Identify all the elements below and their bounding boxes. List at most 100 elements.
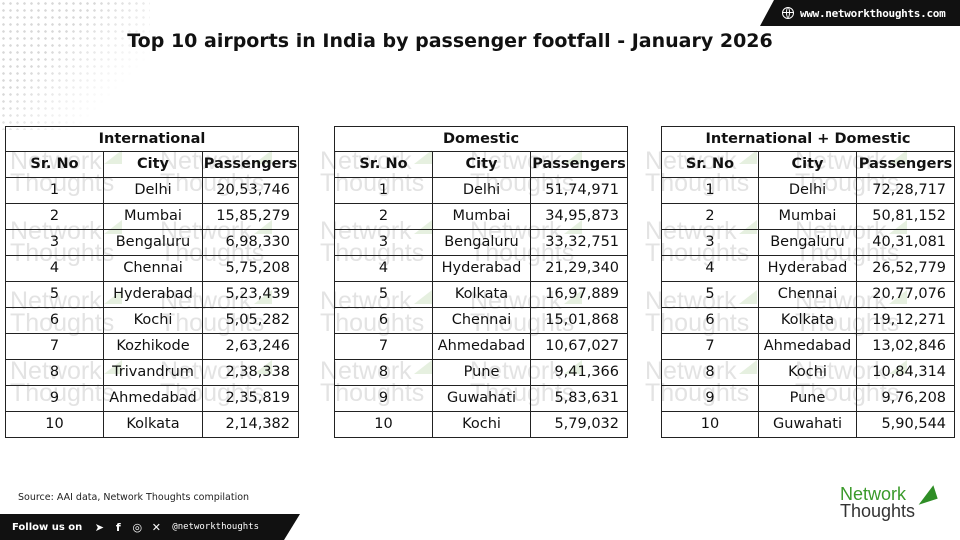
city-cell: Delhi — [758, 177, 857, 204]
rank-cell: 6 — [5, 307, 104, 334]
passengers-cell: 13,02,846 — [855, 333, 956, 360]
table-row: 1 Delhi 72,28,717 — [661, 177, 956, 204]
passengers-cell: 5,79,032 — [529, 411, 629, 438]
column-header-sr: Sr. No — [334, 151, 433, 178]
city-cell: Chennai — [103, 255, 203, 282]
table-row: 3 Bengaluru 40,31,081 — [661, 229, 956, 256]
column-header-city: City — [432, 151, 531, 178]
passengers-cell: 33,32,751 — [529, 229, 629, 256]
rank-cell: 7 — [661, 333, 759, 360]
passengers-cell: 26,52,779 — [855, 255, 956, 282]
table-row: 2 Mumbai 50,81,152 — [661, 203, 956, 230]
column-header-passengers: Passengers — [529, 151, 629, 178]
city-cell: Kolkata — [103, 411, 203, 438]
rank-cell: 7 — [334, 333, 433, 360]
rank-cell: 5 — [661, 281, 759, 308]
passengers-cell: 9,41,366 — [529, 359, 629, 386]
city-cell: Trivandrum — [103, 359, 203, 386]
rank-cell: 9 — [5, 385, 104, 412]
column-header-sr: Sr. No — [661, 151, 759, 178]
passengers-cell: 10,84,314 — [855, 359, 956, 386]
table-row: 5 Kolkata 16,97,889 — [334, 281, 629, 308]
city-cell: Pune — [758, 385, 857, 412]
passengers-cell: 34,95,873 — [529, 203, 629, 230]
domestic-table: Domestic Sr. No City Passengers 1 Delhi 51… — [333, 126, 629, 438]
column-header-passengers: Passengers — [855, 151, 956, 178]
logo-line-1: Network — [840, 484, 907, 504]
rank-cell: 3 — [334, 229, 433, 256]
website-banner[interactable]: www.networkthoughts.com — [760, 0, 960, 26]
table-heading: International + Domestic — [660, 126, 956, 152]
city-cell: Hyderabad — [758, 255, 857, 282]
passengers-cell: 15,01,868 — [529, 307, 629, 334]
passengers-cell: 50,81,152 — [855, 203, 956, 230]
rank-cell: 4 — [661, 255, 759, 282]
table-row: 4 Hyderabad 21,29,340 — [334, 255, 629, 282]
city-cell: Ahmedabad — [432, 333, 531, 360]
city-cell: Kozhikode — [103, 333, 203, 360]
rank-cell: 1 — [334, 177, 433, 204]
x-icon[interactable]: ✕ — [151, 520, 161, 534]
rank-cell: 10 — [5, 411, 104, 438]
facebook-icon[interactable]: f — [115, 520, 121, 534]
passengers-cell: 2,14,382 — [201, 411, 300, 438]
passengers-cell: 20,53,746 — [201, 177, 300, 204]
city-cell: Bengaluru — [758, 229, 857, 256]
city-cell: Kochi — [103, 307, 203, 334]
passengers-cell: 2,38,338 — [201, 359, 300, 386]
rank-cell: 7 — [5, 333, 104, 360]
table-row: 4 Hyderabad 26,52,779 — [661, 255, 956, 282]
table-row: 2 Mumbai 15,85,279 — [5, 203, 300, 230]
passengers-cell: 72,28,717 — [855, 177, 956, 204]
city-cell: Guwahati — [758, 411, 857, 438]
city-cell: Hyderabad — [103, 281, 203, 308]
table-row: 6 Kolkata 19,12,271 — [661, 307, 956, 334]
city-cell: Pune — [432, 359, 531, 386]
table-row: 3 Bengaluru 6,98,330 — [5, 229, 300, 256]
rank-cell: 2 — [661, 203, 759, 230]
table-row: 9 Ahmedabad 2,35,819 — [5, 385, 300, 412]
city-cell: Chennai — [758, 281, 857, 308]
passengers-cell: 19,12,271 — [855, 307, 956, 334]
passengers-cell: 20,77,076 — [855, 281, 956, 308]
passengers-cell: 5,83,631 — [529, 385, 629, 412]
table-row: 9 Guwahati 5,83,631 — [334, 385, 629, 412]
page-title: Top 10 airports in India by passenger fo… — [127, 30, 773, 52]
social-handle[interactable]: @networkthoughts — [172, 522, 259, 532]
table-row: 4 Chennai 5,75,208 — [5, 255, 300, 282]
globe-icon — [782, 7, 794, 19]
rank-cell: 3 — [5, 229, 104, 256]
city-cell: Kochi — [432, 411, 531, 438]
city-cell: Mumbai — [103, 203, 203, 230]
rank-cell: 2 — [334, 203, 433, 230]
passengers-cell: 40,31,081 — [855, 229, 956, 256]
city-cell: Delhi — [103, 177, 203, 204]
telegram-icon[interactable]: ➤ — [94, 520, 104, 534]
column-header-city: City — [758, 151, 857, 178]
city-cell: Delhi — [432, 177, 531, 204]
social-banner: Follow us on ➤ f ◎ ✕ @networkthoughts — [0, 514, 300, 540]
passengers-cell: 16,97,889 — [529, 281, 629, 308]
rank-cell: 5 — [5, 281, 104, 308]
passengers-cell: 51,74,971 — [529, 177, 629, 204]
international-table: International Sr. No City Passengers 1 De… — [4, 126, 300, 438]
rank-cell: 8 — [334, 359, 433, 386]
passengers-cell: 2,63,246 — [201, 333, 300, 360]
city-cell: Ahmedabad — [758, 333, 857, 360]
table-row: 2 Mumbai 34,95,873 — [334, 203, 629, 230]
city-cell: Bengaluru — [432, 229, 531, 256]
passengers-cell: 2,35,819 — [201, 385, 300, 412]
rank-cell: 4 — [334, 255, 433, 282]
city-cell: Ahmedabad — [103, 385, 203, 412]
city-cell: Mumbai — [758, 203, 857, 230]
table-row: 6 Kochi 5,05,282 — [5, 307, 300, 334]
passengers-cell: 21,29,340 — [529, 255, 629, 282]
city-cell: Guwahati — [432, 385, 531, 412]
rank-cell: 9 — [334, 385, 433, 412]
table-row: 10 Kolkata 2,14,382 — [5, 411, 300, 438]
rank-cell: 9 — [661, 385, 759, 412]
table-row: 7 Ahmedabad 10,67,027 — [334, 333, 629, 360]
table-row: 8 Pune 9,41,366 — [334, 359, 629, 386]
instagram-icon[interactable]: ◎ — [132, 520, 143, 534]
city-cell: Hyderabad — [432, 255, 531, 282]
